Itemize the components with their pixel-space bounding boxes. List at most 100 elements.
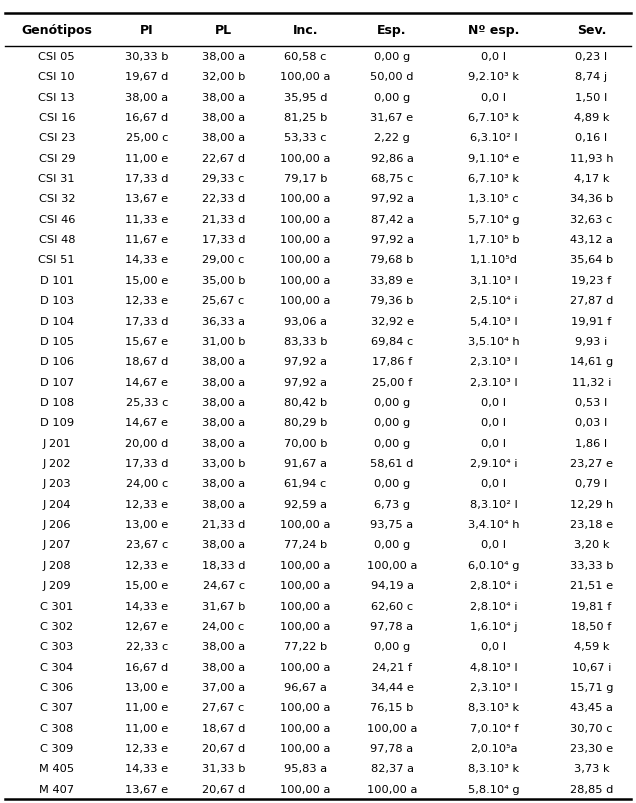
Text: 38,00 a: 38,00 a xyxy=(202,540,245,550)
Text: 95,83 a: 95,83 a xyxy=(284,764,327,773)
Text: 1,6.10⁴ j: 1,6.10⁴ j xyxy=(470,622,518,631)
Text: 38,00 a: 38,00 a xyxy=(202,92,245,103)
Text: 30,33 b: 30,33 b xyxy=(125,51,169,62)
Text: 0,0 l: 0,0 l xyxy=(481,642,506,651)
Text: 1,7.10⁵ b: 1,7.10⁵ b xyxy=(468,234,520,245)
Text: D 108: D 108 xyxy=(39,397,74,407)
Text: C 307: C 307 xyxy=(40,703,73,712)
Text: 100,00 a: 100,00 a xyxy=(280,234,331,245)
Text: C 308: C 308 xyxy=(40,723,73,733)
Text: 13,67 e: 13,67 e xyxy=(125,784,169,794)
Text: 100,00 a: 100,00 a xyxy=(280,784,331,794)
Text: 38,00 a: 38,00 a xyxy=(202,438,245,448)
Text: 80,42 b: 80,42 b xyxy=(284,397,327,407)
Text: 35,95 d: 35,95 d xyxy=(284,92,327,103)
Text: 0,00 g: 0,00 g xyxy=(374,540,410,550)
Text: C 303: C 303 xyxy=(40,642,73,651)
Text: 2,9.10⁴ i: 2,9.10⁴ i xyxy=(470,459,518,468)
Text: 100,00 a: 100,00 a xyxy=(280,560,331,570)
Text: 38,00 a: 38,00 a xyxy=(202,397,245,407)
Text: 97,92 a: 97,92 a xyxy=(371,194,413,204)
Text: 12,33 e: 12,33 e xyxy=(125,743,169,753)
Text: 6,73 g: 6,73 g xyxy=(374,499,410,509)
Text: 22,67 d: 22,67 d xyxy=(202,153,245,164)
Text: PI: PI xyxy=(140,24,154,37)
Text: 6,7.10³ k: 6,7.10³ k xyxy=(468,173,520,184)
Text: 11,93 h: 11,93 h xyxy=(570,153,613,164)
Text: 24,67 c: 24,67 c xyxy=(202,581,245,590)
Text: 38,00 a: 38,00 a xyxy=(202,499,245,509)
Text: 25,00 f: 25,00 f xyxy=(372,377,412,387)
Text: 92,86 a: 92,86 a xyxy=(371,153,413,164)
Text: 13,67 e: 13,67 e xyxy=(125,194,169,204)
Text: 77,22 b: 77,22 b xyxy=(284,642,327,651)
Text: 10,67 i: 10,67 i xyxy=(572,662,611,672)
Text: 3,1.10³ l: 3,1.10³ l xyxy=(470,275,518,285)
Text: 53,33 c: 53,33 c xyxy=(284,133,326,143)
Text: 34,36 b: 34,36 b xyxy=(570,194,613,204)
Text: C 306: C 306 xyxy=(40,682,73,692)
Text: 93,75 a: 93,75 a xyxy=(371,520,413,529)
Text: 7,0.10⁴ f: 7,0.10⁴ f xyxy=(469,723,518,733)
Text: 70,00 b: 70,00 b xyxy=(284,438,327,448)
Text: 1,1.10⁵d: 1,1.10⁵d xyxy=(470,255,518,265)
Text: 79,68 b: 79,68 b xyxy=(370,255,414,265)
Text: 79,17 b: 79,17 b xyxy=(284,173,327,184)
Text: 17,33 d: 17,33 d xyxy=(202,234,245,245)
Text: 69,84 c: 69,84 c xyxy=(371,336,413,346)
Text: 96,67 a: 96,67 a xyxy=(284,682,327,692)
Text: 91,67 a: 91,67 a xyxy=(284,459,327,468)
Text: 25,33 c: 25,33 c xyxy=(126,397,168,407)
Text: 30,70 c: 30,70 c xyxy=(570,723,613,733)
Text: 43,45 a: 43,45 a xyxy=(570,703,613,712)
Text: 13,00 e: 13,00 e xyxy=(125,682,169,692)
Text: 16,67 d: 16,67 d xyxy=(125,112,169,123)
Text: 100,00 a: 100,00 a xyxy=(280,255,331,265)
Text: 38,00 a: 38,00 a xyxy=(202,51,245,62)
Text: Genótipos: Genótipos xyxy=(22,24,92,37)
Text: J 203: J 203 xyxy=(43,479,71,489)
Text: 2,3.10³ l: 2,3.10³ l xyxy=(470,357,518,367)
Text: 0,16 l: 0,16 l xyxy=(576,133,607,143)
Text: 4,89 k: 4,89 k xyxy=(574,112,609,123)
Text: C 302: C 302 xyxy=(40,622,73,631)
Text: Esp.: Esp. xyxy=(377,24,407,37)
Text: 0,00 g: 0,00 g xyxy=(374,51,410,62)
Text: 100,00 a: 100,00 a xyxy=(280,214,331,224)
Text: 20,00 d: 20,00 d xyxy=(125,438,169,448)
Text: 18,67 d: 18,67 d xyxy=(125,357,169,367)
Text: 37,00 a: 37,00 a xyxy=(202,682,245,692)
Text: 0,0 l: 0,0 l xyxy=(481,479,506,489)
Text: J 201: J 201 xyxy=(43,438,71,448)
Text: 1,3.10⁵ c: 1,3.10⁵ c xyxy=(469,194,519,204)
Text: 76,15 b: 76,15 b xyxy=(370,703,414,712)
Text: 100,00 a: 100,00 a xyxy=(280,622,331,631)
Text: 0,0 l: 0,0 l xyxy=(481,540,506,550)
Text: 9,93 i: 9,93 i xyxy=(576,336,607,346)
Text: D 101: D 101 xyxy=(39,275,74,285)
Text: 79,36 b: 79,36 b xyxy=(370,296,414,306)
Text: 100,00 a: 100,00 a xyxy=(280,72,331,82)
Text: 0,00 g: 0,00 g xyxy=(374,438,410,448)
Text: 17,33 d: 17,33 d xyxy=(125,459,169,468)
Text: 12,33 e: 12,33 e xyxy=(125,560,169,570)
Text: 18,33 d: 18,33 d xyxy=(202,560,245,570)
Text: 11,00 e: 11,00 e xyxy=(125,723,169,733)
Text: CSI 16: CSI 16 xyxy=(39,112,75,123)
Text: 25,67 c: 25,67 c xyxy=(202,296,245,306)
Text: 9,1.10⁴ e: 9,1.10⁴ e xyxy=(468,153,520,164)
Text: 18,67 d: 18,67 d xyxy=(202,723,245,733)
Text: 100,00 a: 100,00 a xyxy=(280,153,331,164)
Text: J 207: J 207 xyxy=(43,540,71,550)
Text: 0,79 l: 0,79 l xyxy=(576,479,607,489)
Text: 23,18 e: 23,18 e xyxy=(570,520,613,529)
Text: 11,33 e: 11,33 e xyxy=(125,214,169,224)
Text: 29,00 c: 29,00 c xyxy=(202,255,245,265)
Text: Nº esp.: Nº esp. xyxy=(468,24,520,37)
Text: J 206: J 206 xyxy=(43,520,71,529)
Text: 23,67 c: 23,67 c xyxy=(126,540,168,550)
Text: 80,29 b: 80,29 b xyxy=(284,418,327,428)
Text: 14,67 e: 14,67 e xyxy=(125,377,169,387)
Text: 25,00 c: 25,00 c xyxy=(126,133,168,143)
Text: 22,33 c: 22,33 c xyxy=(126,642,168,651)
